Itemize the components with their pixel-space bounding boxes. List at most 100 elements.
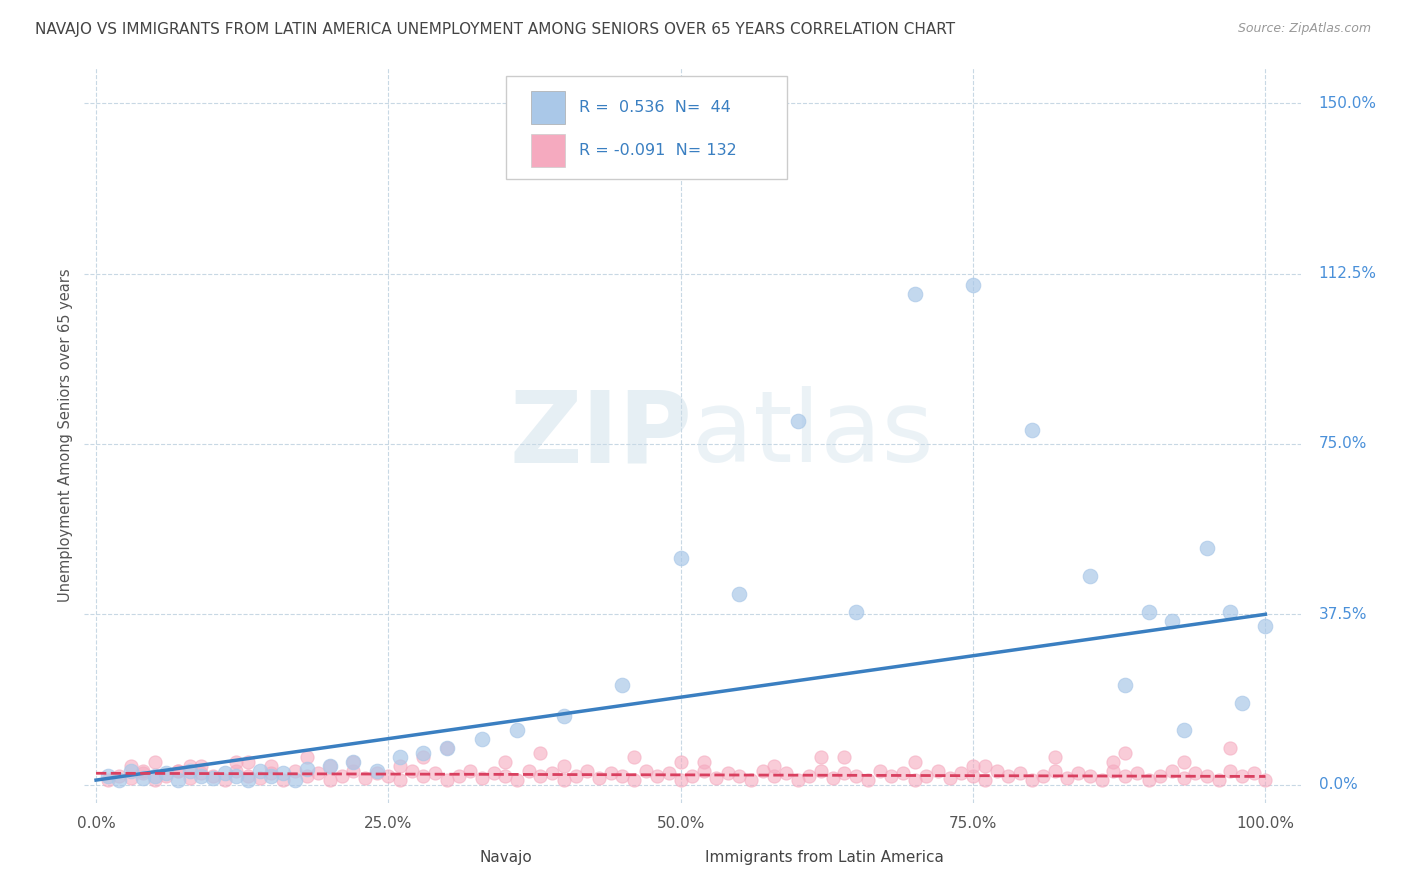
Point <box>190 759 212 773</box>
Point <box>366 766 388 780</box>
Point <box>1114 746 1136 760</box>
Text: Immigrants from Latin America: Immigrants from Latin America <box>704 850 943 865</box>
Point <box>763 759 786 773</box>
Point <box>856 773 879 788</box>
Point <box>669 550 692 565</box>
Point <box>342 755 364 769</box>
Point <box>236 773 259 788</box>
Point <box>1043 764 1066 778</box>
Point <box>436 773 458 788</box>
Point <box>120 759 142 773</box>
Text: R =  0.536  N=  44: R = 0.536 N= 44 <box>579 100 731 115</box>
Point <box>1254 618 1277 632</box>
Point <box>319 759 342 773</box>
Point <box>167 764 190 778</box>
Point <box>529 768 551 782</box>
Point <box>143 773 166 788</box>
Point <box>389 759 412 773</box>
Point <box>108 768 131 782</box>
Point <box>869 764 891 778</box>
Point <box>1043 750 1066 764</box>
Point <box>810 764 832 778</box>
Point <box>132 764 155 778</box>
Point <box>284 764 307 778</box>
Point <box>973 773 995 788</box>
Text: Source: ZipAtlas.com: Source: ZipAtlas.com <box>1237 22 1371 36</box>
Point <box>179 764 201 778</box>
Text: 112.5%: 112.5% <box>1319 266 1376 281</box>
Point <box>1161 614 1184 628</box>
Point <box>553 709 575 723</box>
Point <box>295 762 318 776</box>
Point <box>891 766 914 780</box>
Text: Navajo: Navajo <box>479 850 533 865</box>
Point <box>201 771 224 785</box>
Point <box>986 764 1008 778</box>
Text: 75.0%: 75.0% <box>1319 436 1367 451</box>
Point <box>458 764 481 778</box>
Point <box>693 764 716 778</box>
Point <box>1102 755 1125 769</box>
Point <box>167 764 190 778</box>
Point <box>260 759 283 773</box>
Point <box>1219 741 1241 756</box>
Point <box>623 773 645 788</box>
Text: atlas: atlas <box>693 386 934 483</box>
FancyBboxPatch shape <box>530 134 565 167</box>
Point <box>786 414 808 428</box>
Text: 37.5%: 37.5% <box>1319 607 1367 622</box>
Point <box>938 771 960 785</box>
Point <box>904 287 927 301</box>
Point <box>1032 768 1054 782</box>
Point <box>716 766 738 780</box>
Point <box>810 750 832 764</box>
Point <box>541 766 564 780</box>
Point <box>342 764 364 778</box>
Point <box>669 755 692 769</box>
Point <box>751 764 773 778</box>
Point <box>190 766 212 780</box>
Point <box>120 764 142 778</box>
Point <box>786 773 808 788</box>
Point <box>1021 423 1043 437</box>
Point <box>915 768 938 782</box>
Point <box>295 768 318 782</box>
Point <box>319 759 342 773</box>
Point <box>97 768 120 782</box>
Point <box>1137 605 1160 619</box>
Point <box>1114 678 1136 692</box>
Point <box>225 768 247 782</box>
Point <box>295 750 318 764</box>
Point <box>834 766 856 780</box>
Point <box>728 768 751 782</box>
Point <box>271 773 294 788</box>
FancyBboxPatch shape <box>506 76 787 179</box>
Point <box>179 759 201 773</box>
FancyBboxPatch shape <box>443 847 470 870</box>
Point <box>425 766 447 780</box>
Text: 0.0%: 0.0% <box>1319 777 1358 792</box>
Point <box>1219 605 1241 619</box>
Point <box>845 605 868 619</box>
Point <box>740 773 762 788</box>
Point <box>236 768 259 782</box>
Point <box>1102 764 1125 778</box>
Point <box>330 768 353 782</box>
Point <box>506 723 529 738</box>
Point <box>834 750 856 764</box>
Point <box>1195 768 1218 782</box>
Point <box>1219 764 1241 778</box>
Point <box>97 773 120 788</box>
Point <box>634 764 657 778</box>
Point <box>179 771 201 785</box>
Point <box>471 732 494 747</box>
Point <box>647 768 669 782</box>
Point <box>880 768 903 782</box>
Point <box>904 773 927 788</box>
Point <box>236 755 259 769</box>
Point <box>1243 766 1265 780</box>
Point <box>319 773 342 788</box>
Point <box>728 587 751 601</box>
Point <box>342 755 364 769</box>
FancyBboxPatch shape <box>668 847 695 870</box>
